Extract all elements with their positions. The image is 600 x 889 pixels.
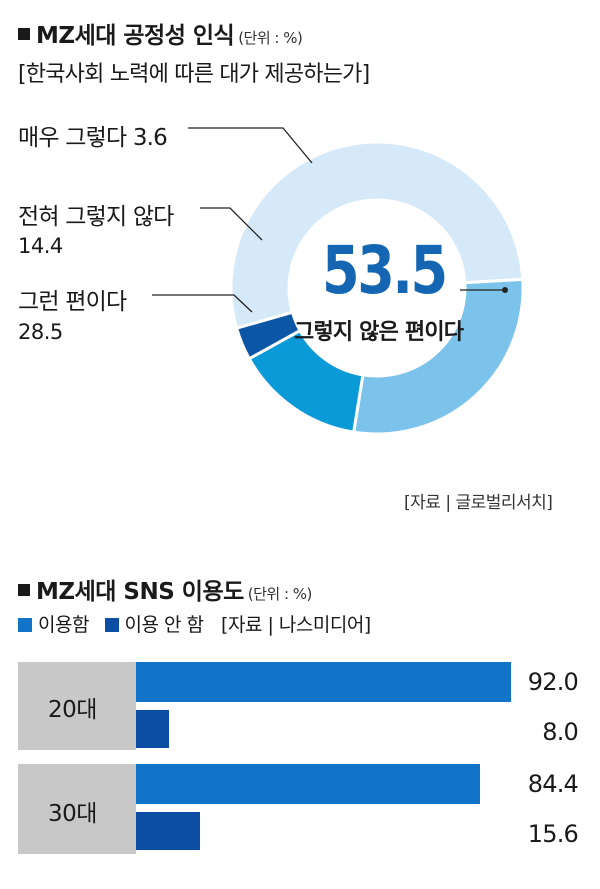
slice-value-very-yes: 3.6 bbox=[132, 125, 168, 151]
slice-label-somewhat-yes: 그런 편이다 bbox=[18, 289, 127, 315]
donut-title: MZ세대 공정성 인식 (단위 : %) bbox=[18, 16, 303, 50]
donut-unit: (단위 : %) bbox=[238, 29, 303, 47]
donut-subtitle: [한국사회 노력에 따른 대가 제공하는가] bbox=[18, 62, 370, 87]
donut-chart bbox=[152, 127, 525, 436]
label-very-yes: 매우 그렇다 3.6 bbox=[18, 118, 168, 152]
leader-somewhat-yes bbox=[152, 294, 253, 313]
slice-value-somewhat-yes: 28.5 bbox=[18, 320, 63, 344]
title-square-icon bbox=[18, 584, 30, 596]
bar-source: [자료 | 나스미디어] bbox=[221, 614, 371, 636]
legend-swatch-not-used bbox=[104, 618, 119, 632]
bar-title-text: MZ세대 SNS 이용도 bbox=[36, 579, 244, 605]
donut-title-text: MZ세대 공정성 인식 bbox=[36, 23, 235, 49]
donut-source: [자료 | 글로벌리서치] bbox=[404, 493, 553, 513]
bar-30s-used bbox=[136, 764, 481, 804]
legend-label-used: 이용함 bbox=[38, 614, 89, 636]
bar-20s-not-used bbox=[136, 710, 169, 748]
slice-not-really bbox=[229, 140, 525, 331]
bar-value-30s-not-used: 15.6 bbox=[527, 820, 579, 848]
title-square-icon bbox=[18, 28, 30, 40]
slice-value-not-at-all: 14.4 bbox=[18, 234, 63, 258]
category-box-30s bbox=[18, 764, 136, 854]
bar-unit: (단위 : %) bbox=[247, 585, 313, 603]
bar-value-20s-not-used: 8.0 bbox=[542, 718, 579, 746]
leader-dot bbox=[502, 287, 508, 293]
bar-value-20s-used: 92.0 bbox=[527, 668, 579, 696]
center-value: 53.5 bbox=[322, 232, 448, 309]
leader-not-at-all bbox=[200, 207, 263, 241]
slice-label-not-at-all: 전혀 그렇지 않다 bbox=[18, 204, 174, 230]
slice-somewhat-yes bbox=[351, 277, 525, 436]
bar-30s-not-used bbox=[136, 812, 200, 850]
legend-label-not-used: 이용 안 함 bbox=[124, 614, 205, 636]
category-label-20s: 20대 bbox=[48, 697, 97, 723]
bar-title: MZ세대 SNS 이용도 (단위 : %) bbox=[18, 572, 312, 606]
category-box-20s bbox=[18, 662, 136, 750]
bar-legend: 이용함 이용 안 함 [자료 | 나스미디어] bbox=[18, 610, 371, 637]
category-label-30s: 30대 bbox=[48, 801, 97, 827]
bar-value-30s-used: 84.4 bbox=[527, 770, 579, 798]
slice-very-yes bbox=[234, 310, 303, 361]
legend-swatch-used bbox=[18, 618, 32, 632]
leader-very-yes bbox=[188, 127, 313, 164]
slice-label-very-yes: 매우 그렇다 bbox=[18, 125, 127, 151]
bar-20s-used bbox=[136, 662, 512, 702]
center-label: 그렇지 않은 편이다 bbox=[294, 320, 464, 345]
